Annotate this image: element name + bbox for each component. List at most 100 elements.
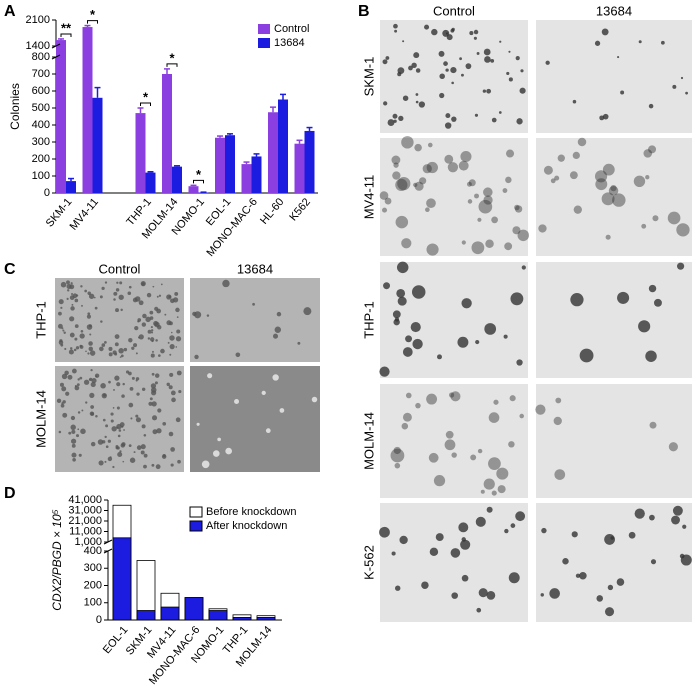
colony — [677, 262, 685, 270]
colony — [661, 40, 665, 45]
significance-label: ** — [61, 20, 72, 35]
colony — [77, 428, 80, 431]
colony — [457, 336, 469, 348]
colony — [476, 52, 480, 55]
colony — [156, 428, 162, 434]
colony — [437, 354, 442, 360]
significance-bracket — [193, 179, 204, 184]
x-tick-label: MV4-11 — [68, 196, 101, 233]
colony — [74, 337, 78, 341]
colony — [426, 243, 439, 256]
row-label: MV4-11 — [361, 175, 376, 220]
colony — [141, 424, 146, 429]
colony — [616, 578, 625, 586]
colony — [602, 113, 609, 120]
colony — [411, 285, 426, 299]
row-label: K-562 — [361, 545, 376, 580]
colony — [123, 347, 128, 352]
colony — [382, 207, 388, 213]
colony — [129, 386, 134, 391]
image-background — [536, 138, 692, 256]
colony — [225, 447, 232, 455]
micrograph — [535, 384, 692, 498]
colony — [273, 333, 279, 339]
colony — [483, 478, 495, 490]
colony — [108, 352, 113, 357]
colony — [510, 523, 516, 528]
colony — [579, 571, 587, 580]
bar — [251, 156, 262, 193]
colony — [555, 397, 562, 404]
colony — [475, 516, 486, 527]
image-background — [190, 366, 320, 472]
colony — [137, 318, 142, 322]
colony — [102, 418, 106, 422]
colony — [157, 325, 162, 330]
image-background — [536, 20, 692, 133]
colony — [508, 572, 520, 584]
colony — [120, 354, 124, 358]
colony — [279, 408, 285, 413]
colony — [117, 434, 121, 438]
colony — [169, 344, 175, 350]
bar — [162, 74, 172, 193]
colony — [128, 285, 132, 289]
y-axis-label: Colonies — [8, 83, 22, 130]
colony — [119, 281, 123, 285]
colony — [498, 111, 502, 114]
colony — [402, 347, 413, 357]
colony — [402, 412, 412, 422]
axis-break — [103, 548, 113, 554]
colony — [102, 440, 106, 444]
y-tick-label: 11,000 — [69, 525, 102, 537]
colony — [95, 415, 98, 418]
micrograph — [379, 261, 528, 378]
colony — [99, 295, 103, 299]
colony — [69, 316, 75, 322]
colony — [491, 117, 497, 123]
colony — [138, 334, 144, 340]
colony — [84, 289, 87, 293]
colony — [75, 346, 80, 350]
colony — [135, 414, 139, 418]
colony — [120, 443, 126, 448]
colony — [397, 176, 411, 191]
colony — [395, 178, 408, 192]
colony — [521, 265, 526, 270]
colony — [74, 385, 80, 391]
colony — [80, 285, 83, 288]
colony — [550, 178, 556, 184]
colony — [59, 382, 64, 387]
colony — [543, 165, 553, 175]
colony — [553, 416, 562, 426]
colony — [85, 401, 88, 404]
colony — [397, 296, 407, 306]
colony — [491, 216, 499, 224]
colony — [397, 72, 402, 77]
legend-label: 13684 — [274, 37, 305, 49]
image-background — [380, 20, 528, 133]
legend-label: Control — [274, 23, 309, 35]
image-background — [380, 138, 528, 256]
colony — [470, 454, 477, 461]
colony — [519, 413, 525, 419]
colony — [401, 136, 414, 149]
colony — [60, 306, 63, 309]
y-tick-label: 600 — [32, 85, 50, 97]
colony — [104, 281, 108, 284]
colony — [60, 281, 67, 288]
micrograph — [190, 278, 320, 362]
colony — [461, 537, 466, 542]
colony — [201, 460, 210, 469]
colony — [473, 29, 479, 35]
colony — [602, 163, 615, 176]
bar — [112, 537, 132, 621]
colony — [235, 352, 241, 358]
colony — [140, 450, 145, 455]
colony — [607, 584, 614, 591]
colony — [74, 298, 79, 303]
axis-break — [51, 43, 61, 49]
colony — [672, 84, 677, 89]
colony — [274, 326, 282, 333]
colony — [617, 56, 620, 59]
